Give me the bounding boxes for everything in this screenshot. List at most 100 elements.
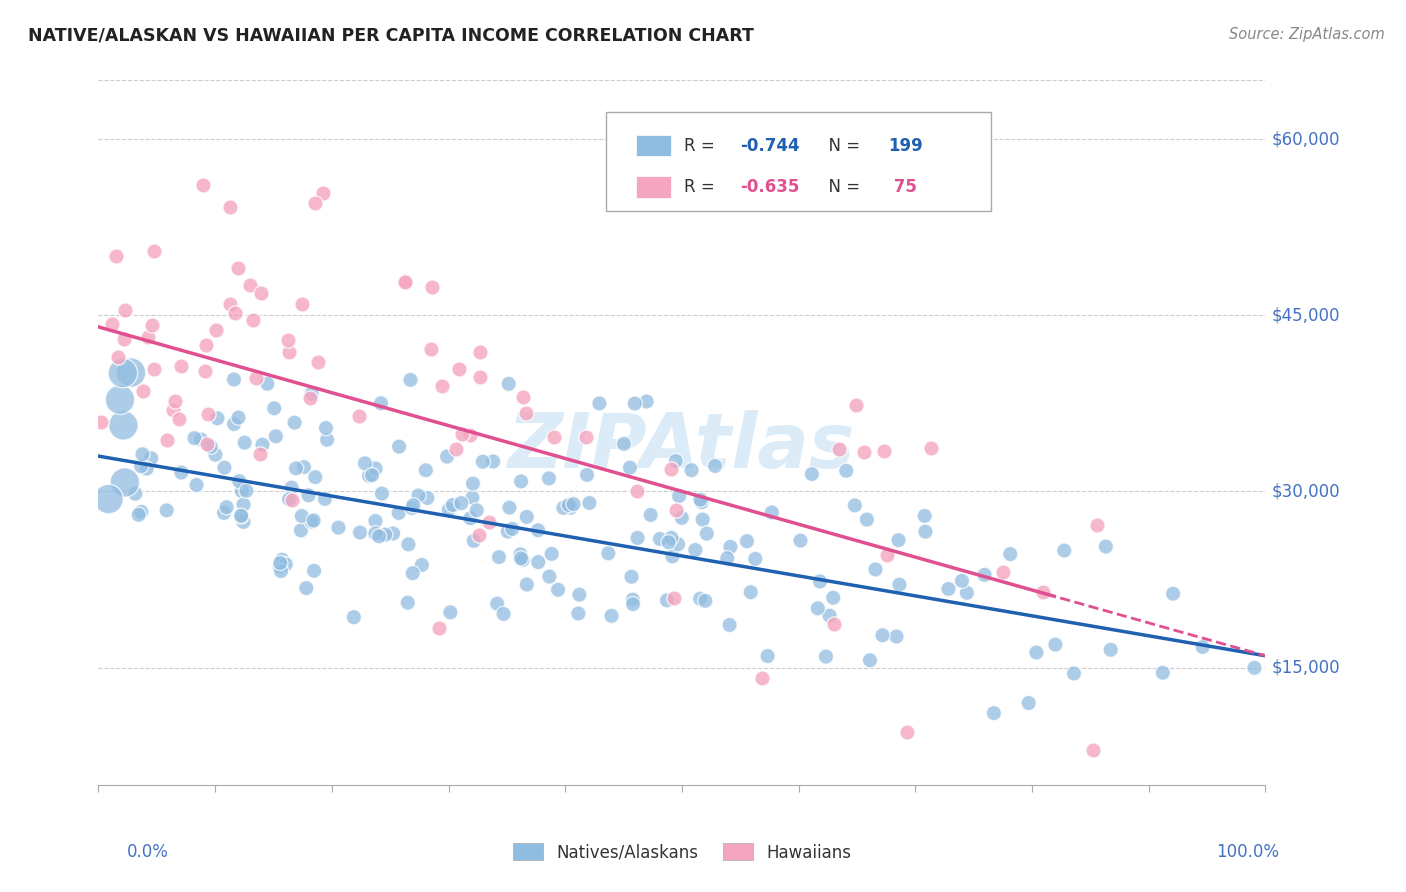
Point: [501, 522, 523, 536]
Point: [648, 532, 671, 546]
Point: [818, 608, 841, 623]
Point: [233, 435, 256, 450]
Point: [468, 345, 491, 359]
Point: [1053, 543, 1076, 558]
Point: [136, 329, 159, 343]
Point: [402, 566, 425, 581]
Legend: Natives/Alaskans, Hawaiians: Natives/Alaskans, Hawaiians: [506, 837, 858, 868]
Point: [716, 551, 738, 566]
Point: [1000, 547, 1022, 561]
Point: [537, 471, 560, 485]
Point: [128, 508, 150, 522]
Point: [302, 514, 325, 528]
Point: [695, 594, 717, 608]
Point: [439, 605, 461, 619]
Point: [973, 567, 995, 582]
Point: [131, 505, 153, 519]
Point: [914, 508, 936, 523]
Point: [195, 338, 218, 352]
Point: [1099, 642, 1122, 657]
Point: [349, 525, 371, 540]
Point: [114, 475, 136, 490]
Point: [889, 577, 911, 591]
Point: [281, 493, 304, 508]
Point: [620, 570, 643, 584]
Point: [401, 501, 423, 516]
Point: [357, 468, 380, 483]
Point: [427, 621, 450, 635]
Point: [562, 497, 585, 511]
Point: [269, 556, 291, 570]
Point: [463, 533, 485, 548]
Point: [232, 498, 254, 512]
Point: [1243, 661, 1265, 675]
Point: [807, 601, 830, 615]
Point: [252, 438, 274, 452]
Point: [239, 277, 262, 292]
Point: [872, 628, 894, 642]
Point: [249, 447, 271, 461]
Point: [371, 486, 394, 500]
Text: Source: ZipAtlas.com: Source: ZipAtlas.com: [1229, 27, 1385, 42]
Point: [269, 559, 291, 574]
Point: [301, 515, 323, 529]
Point: [222, 372, 245, 386]
Point: [430, 379, 453, 393]
Point: [876, 548, 898, 562]
Point: [626, 483, 648, 498]
Point: [578, 496, 600, 510]
Point: [659, 461, 682, 475]
Text: N =: N =: [818, 136, 866, 154]
Point: [735, 534, 758, 549]
Point: [527, 555, 550, 569]
Point: [416, 491, 439, 505]
Point: [111, 366, 134, 380]
Point: [696, 526, 718, 541]
Text: R =: R =: [685, 136, 720, 154]
Point: [814, 649, 837, 664]
Point: [560, 500, 582, 515]
Point: [382, 526, 405, 541]
Point: [856, 512, 879, 526]
Text: ZIPAtlas: ZIPAtlas: [508, 409, 856, 483]
Point: [415, 463, 437, 477]
Point: [301, 386, 323, 401]
Point: [194, 364, 217, 378]
Point: [510, 475, 533, 489]
Point: [661, 549, 683, 564]
Point: [661, 531, 683, 545]
Point: [364, 526, 387, 541]
Point: [170, 466, 193, 480]
Text: 199: 199: [889, 136, 924, 154]
Text: 0.0%: 0.0%: [127, 843, 169, 861]
Point: [278, 492, 301, 507]
Point: [195, 437, 218, 451]
Point: [640, 508, 662, 522]
Point: [896, 724, 918, 739]
Point: [207, 411, 229, 425]
Point: [690, 495, 713, 509]
Point: [124, 486, 146, 500]
Point: [600, 608, 623, 623]
Point: [263, 401, 285, 416]
Point: [827, 442, 849, 456]
Point: [245, 371, 267, 385]
Point: [131, 447, 153, 461]
Point: [228, 410, 250, 425]
Point: [368, 529, 391, 543]
Point: [274, 558, 297, 572]
Point: [420, 279, 443, 293]
Text: R =: R =: [685, 178, 720, 196]
Point: [516, 509, 538, 524]
Text: $60,000: $60,000: [1271, 130, 1340, 148]
Point: [668, 489, 690, 503]
Point: [191, 178, 214, 192]
Point: [662, 591, 685, 605]
Point: [950, 574, 973, 588]
Point: [218, 296, 240, 310]
Point: [90, 415, 112, 429]
Text: $30,000: $30,000: [1271, 483, 1340, 500]
Point: [388, 506, 411, 520]
Text: 100.0%: 100.0%: [1216, 843, 1279, 861]
Point: [991, 565, 1014, 579]
